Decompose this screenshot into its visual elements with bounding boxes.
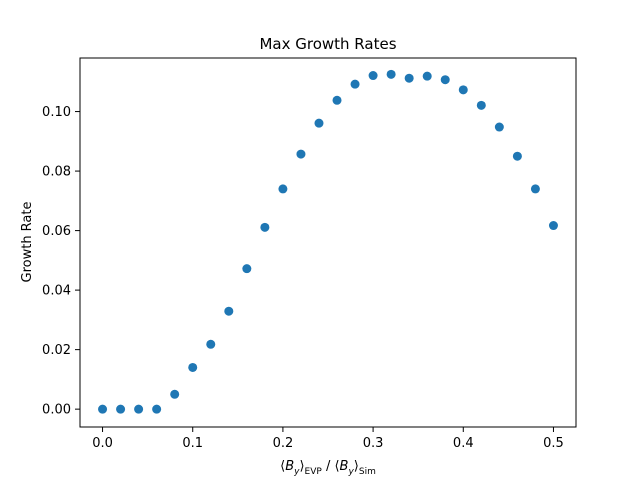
data-point [422,71,432,81]
plot-frame [79,57,577,428]
data-point [260,222,270,232]
data-point [368,71,378,81]
data-point [350,79,360,89]
data-point [296,149,306,159]
x-tick-label: 0.3 [363,436,384,451]
x-label-open-bracket: ⟨ [280,459,285,474]
data-point [530,184,540,194]
data-point [404,73,414,83]
data-point [458,85,468,95]
x-axis-label: ⟨By⟩EVP / ⟨By⟩Sim [280,459,376,477]
x-label-var: B [285,459,294,474]
x-tick-label: 0.4 [453,436,474,451]
data-point [548,221,558,231]
x-tick-label: 0.0 [92,436,113,451]
x-label-sub-right: Sim [359,467,376,477]
data-point [512,151,522,161]
y-axis-label: Growth Rate [20,202,35,283]
data-point [494,122,504,132]
data-point [134,404,144,414]
data-points [98,69,558,414]
y-axis-ticks: 0.00 0.02 0.04 0.06 0.08 0.10 [42,105,80,418]
x-label-close-bracket: ⟩ [299,459,304,474]
chart-title: Max Growth Rates [259,35,396,53]
x-label-open-bracket-2: ⟨ [334,459,339,474]
x-label-separator: / [322,459,335,474]
x-tick-label: 0.1 [182,436,203,451]
data-point [170,389,180,399]
data-point [440,75,450,85]
x-label-close-bracket-2: ⟩ [354,459,359,474]
data-point [98,404,108,414]
x-tick-label: 0.5 [543,436,564,451]
y-tick-label: 0.02 [42,343,71,358]
data-point [152,404,162,414]
y-tick-label: 0.08 [42,165,71,180]
x-label-sub: y [293,467,300,477]
x-label-sub-2: y [347,467,354,477]
data-point [314,118,324,128]
x-label-sub-left: EVP [305,467,323,477]
data-point [116,404,126,414]
x-axis-ticks: 0.0 0.1 0.2 0.3 0.4 0.5 [92,427,564,451]
data-point [206,339,216,349]
data-point [278,184,288,194]
y-tick-label: 0.06 [42,224,71,239]
data-point [476,100,486,110]
data-point [332,95,342,105]
data-point [188,362,198,372]
data-point [224,306,234,316]
data-point [242,264,252,274]
x-tick-label: 0.2 [273,436,294,451]
y-tick-label: 0.00 [42,403,71,418]
y-tick-label: 0.04 [42,284,71,299]
data-point [386,69,396,79]
x-label-var-2: B [340,459,349,474]
y-tick-label: 0.10 [42,105,71,120]
